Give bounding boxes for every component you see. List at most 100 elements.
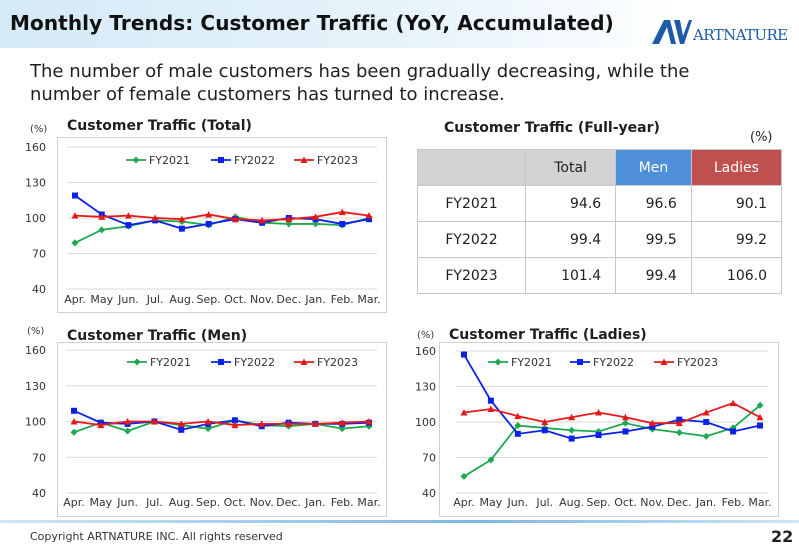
series-line-fy2022 [463, 354, 761, 440]
table-unit: (%) [750, 130, 773, 145]
y-tick-label: 70 [422, 452, 436, 465]
table-cell-total: 101.4 [524, 257, 617, 294]
legend-label: FY2023 [317, 356, 358, 369]
table-row-label: FY2023 [417, 257, 526, 294]
x-tick-label: Feb. [722, 496, 745, 509]
data-point [71, 239, 79, 247]
data-point [125, 222, 132, 229]
data-point [702, 409, 710, 416]
legend-marker [577, 359, 583, 365]
legend-label: FY2021 [150, 356, 191, 369]
table-cell-men: 99.4 [615, 257, 692, 294]
data-point [730, 428, 737, 435]
x-tick-label: Apr. [63, 496, 85, 509]
data-point [178, 215, 186, 223]
data-point [338, 419, 346, 426]
data-point [756, 413, 764, 421]
data-point [676, 416, 683, 423]
table-cell-total: 94.6 [524, 185, 617, 222]
logo-text: ARTNATURE [693, 26, 788, 44]
data-point [231, 421, 239, 429]
data-point [541, 418, 549, 425]
data-point [568, 413, 576, 421]
x-tick-label: Oct. [224, 496, 247, 509]
data-point [204, 425, 212, 433]
chart-title-ladies: Customer Traffic (Ladies) [449, 327, 647, 343]
series-line-fy2021 [463, 404, 761, 478]
series-line-fy2022 [74, 194, 370, 230]
x-tick-label: Aug. [169, 496, 194, 509]
y-tick-label: 160 [25, 344, 46, 357]
y-tick-label: 40 [32, 487, 46, 500]
table-cell-men: 96.6 [615, 185, 692, 222]
table-header-blank [417, 149, 526, 186]
legend-label: FY2023 [677, 356, 718, 369]
data-point [70, 428, 78, 436]
legend-label: FY2022 [234, 154, 275, 167]
x-tick-label: Jul. [146, 293, 164, 306]
x-tick-label: Jul. [535, 496, 553, 509]
legend-marker [218, 359, 224, 365]
data-point [98, 213, 106, 220]
chart-title-total: Customer Traffic (Total) [67, 118, 252, 134]
legend-label: FY2023 [317, 154, 358, 167]
y-tick-label: 70 [32, 451, 46, 464]
data-point [514, 430, 521, 437]
data-point [97, 421, 105, 429]
data-point [757, 422, 763, 429]
data-point [311, 420, 319, 427]
x-tick-label: Jun. [506, 496, 528, 509]
x-tick-label: Jun. [117, 293, 139, 306]
data-point [71, 212, 79, 219]
x-tick-label: Nov. [250, 496, 274, 509]
legend-marker [218, 157, 224, 163]
data-point [568, 435, 575, 442]
data-point [622, 428, 629, 435]
y-tick-label: 40 [422, 487, 436, 500]
data-point [258, 420, 266, 427]
data-point [366, 216, 372, 223]
data-point [541, 427, 548, 434]
headline: The number of male customers has been gr… [30, 61, 690, 105]
data-point [702, 432, 710, 440]
legend-marker [132, 156, 140, 164]
legend-label: FY2022 [234, 356, 275, 369]
x-tick-label: Dec. [667, 496, 692, 509]
data-point [72, 192, 78, 199]
table-row-label: FY2021 [417, 185, 526, 222]
x-tick-label: Aug. [559, 496, 584, 509]
x-tick-label: Apr. [64, 293, 86, 306]
copyright: Copyright ARTNATURE INC. All rights rese… [30, 530, 283, 543]
x-tick-label: Jan. [695, 496, 716, 509]
table-title: Customer Traffic (Full-year) [444, 120, 660, 136]
data-point [621, 419, 629, 427]
footer-rule [0, 520, 799, 523]
legend-label: FY2021 [511, 356, 552, 369]
legend-marker [300, 358, 308, 365]
data-point [231, 417, 238, 424]
x-tick-label: Sep. [196, 496, 220, 509]
table-header-men: Men [615, 149, 692, 186]
data-point [312, 213, 320, 220]
x-tick-label: Oct. [614, 496, 637, 509]
x-tick-label: Sep. [197, 293, 221, 306]
title-bar: Monthly Trends: Customer Traffic (YoY, A… [0, 0, 799, 48]
table-row-label: FY2022 [417, 221, 526, 258]
x-tick-label: Mar. [357, 496, 380, 509]
table-cell-total: 99.4 [524, 221, 617, 258]
table-cell-men: 99.5 [615, 221, 692, 258]
data-point [675, 429, 683, 437]
page-number: 22 [771, 527, 794, 546]
chart-panel-ladies [439, 342, 779, 517]
x-tick-label: Jun. [116, 496, 138, 509]
data-point [98, 226, 106, 234]
chart-unit-total: (%) [30, 124, 48, 135]
y-tick-label: 130 [25, 177, 46, 190]
x-tick-label: May [89, 496, 112, 509]
table-row: FY2022 99.4 99.5 99.2 [417, 221, 783, 258]
chart-unit-men: (%) [27, 326, 45, 337]
x-tick-label: Dec. [276, 293, 301, 306]
chart-panel-men [57, 342, 387, 517]
y-tick-label: 100 [25, 416, 46, 429]
y-tick-label: 130 [415, 381, 436, 394]
